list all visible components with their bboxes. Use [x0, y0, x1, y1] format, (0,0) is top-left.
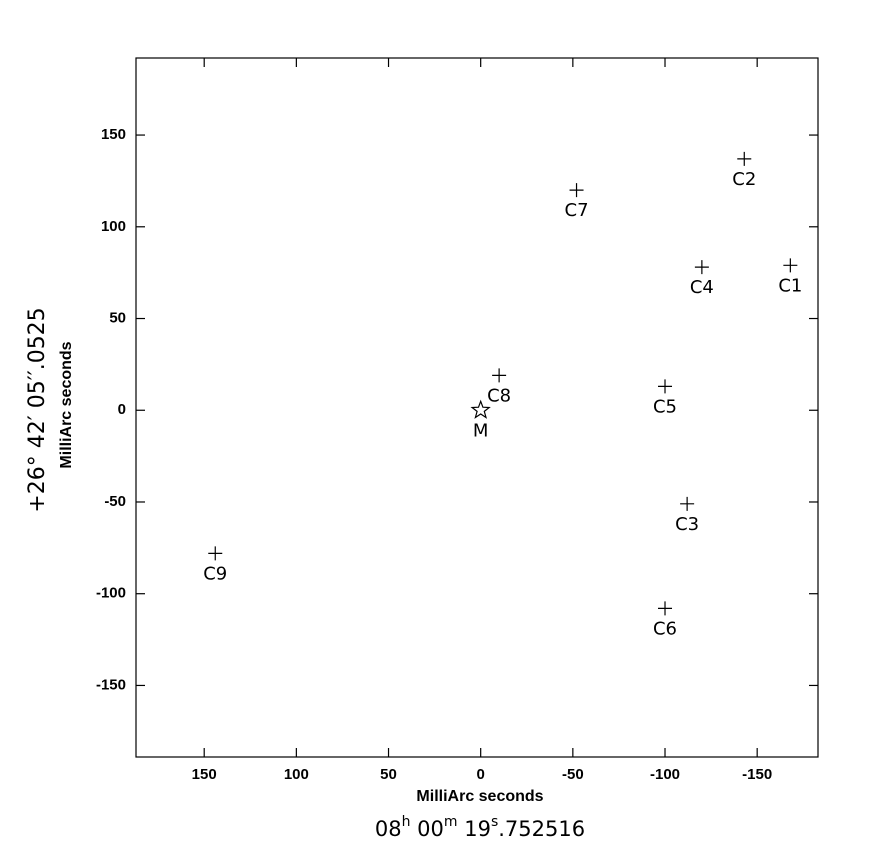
point	[658, 601, 673, 616]
point	[658, 379, 673, 394]
x-tick-label: -150	[742, 766, 772, 783]
x-axis-coordinate-part: m	[444, 814, 458, 830]
y-tick-label: -50	[104, 493, 126, 510]
x-axis-label: MilliArc seconds	[416, 788, 543, 805]
x-axis-coordinate-part: h	[402, 814, 411, 830]
point	[694, 260, 709, 275]
plus-marker	[208, 546, 223, 561]
plus-marker	[658, 379, 673, 394]
x-tick-label: 150	[192, 766, 217, 783]
point-label: C9	[203, 563, 227, 584]
x-axis-coordinate-part: 19	[458, 817, 491, 841]
x-tick-label: 100	[284, 766, 309, 783]
point-label: C3	[675, 514, 699, 535]
plus-marker	[658, 601, 673, 616]
point	[783, 258, 798, 273]
point	[208, 546, 223, 561]
point-label: C8	[487, 385, 511, 406]
point	[470, 399, 491, 419]
plus-marker	[783, 258, 798, 273]
point-label: C1	[778, 275, 802, 296]
point-label: M	[473, 420, 489, 441]
point	[680, 496, 695, 511]
x-tick-label: -100	[650, 766, 680, 783]
star-marker	[470, 399, 491, 419]
y-tick-label: -150	[96, 676, 126, 693]
y-tick-label: 100	[101, 218, 126, 235]
point-label: C2	[732, 169, 756, 190]
point-label: C6	[653, 618, 677, 639]
plus-marker	[680, 496, 695, 511]
plus-marker	[737, 151, 752, 166]
y-axis-coordinate: +26° 42′ 05′′.0525	[25, 307, 50, 512]
plus-marker	[694, 260, 709, 275]
y-tick-label: 0	[118, 401, 126, 418]
plus-marker	[569, 183, 584, 198]
plot-frame	[135, 57, 819, 758]
point-label: C5	[653, 396, 677, 417]
x-tick-label: 0	[477, 766, 485, 783]
point	[569, 183, 584, 198]
plus-marker	[492, 368, 507, 383]
x-axis-coordinate-part: 00	[411, 817, 444, 841]
x-tick-label: 50	[380, 766, 397, 783]
x-axis-coordinate-part: 08	[375, 817, 402, 841]
point	[737, 151, 752, 166]
y-tick-label: 50	[109, 309, 126, 326]
x-axis-coordinate: 08h 00m 19s.752516	[375, 814, 585, 841]
y-axis-label: MilliArc seconds	[58, 341, 75, 468]
point	[492, 368, 507, 383]
x-axis-coordinate-part: .752516	[498, 817, 585, 841]
y-tick-label: -100	[96, 585, 126, 602]
point-label: C4	[690, 277, 714, 298]
point-label: C7	[565, 200, 589, 221]
x-axis-coordinate-part: s	[491, 814, 498, 830]
y-tick-label: 150	[101, 126, 126, 143]
x-tick-label: -50	[562, 766, 584, 783]
